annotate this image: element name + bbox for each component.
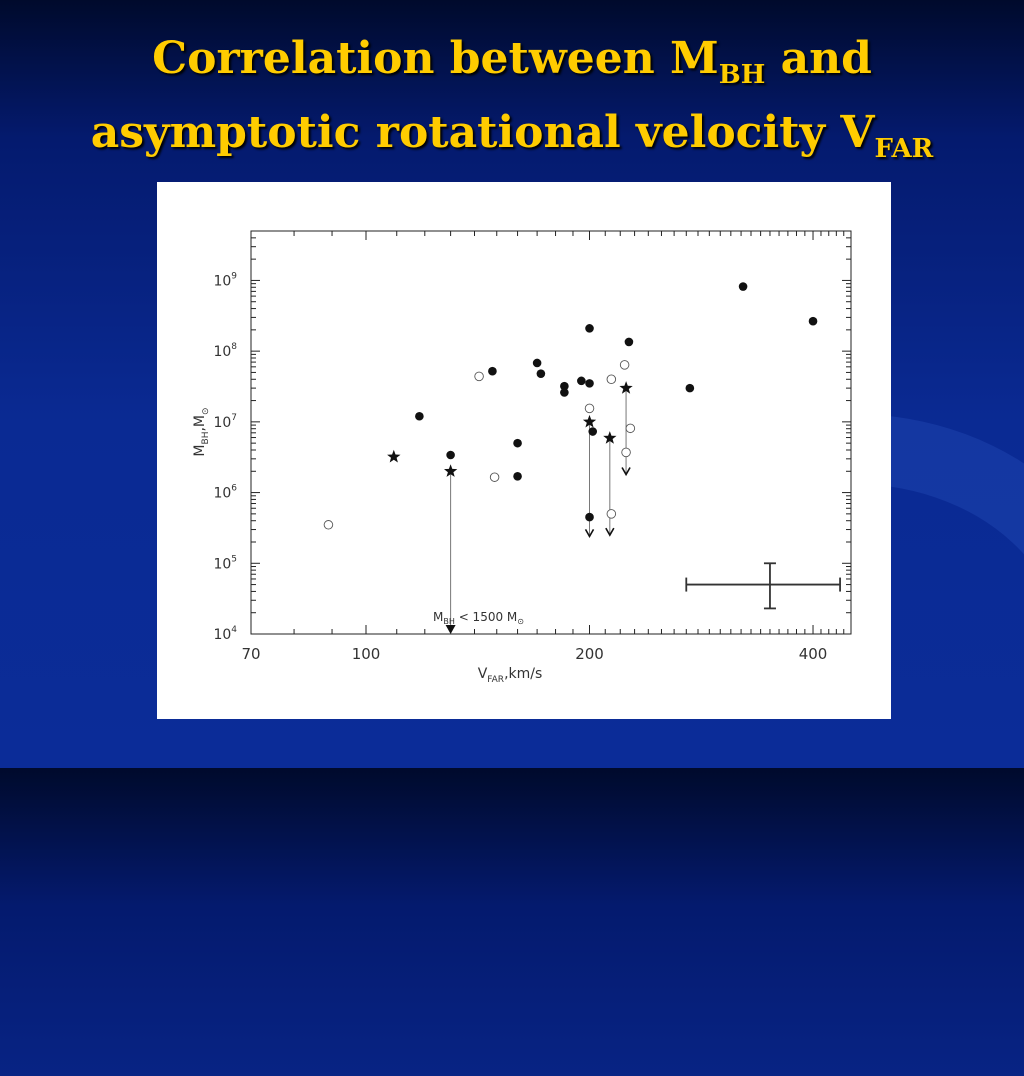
data-point-filled bbox=[488, 366, 497, 376]
limit-arrowhead bbox=[621, 467, 631, 477]
data-point-open bbox=[323, 520, 334, 530]
title-subscript: BH bbox=[718, 60, 766, 90]
y-tick-label: 106 bbox=[213, 484, 237, 502]
data-point-filled bbox=[560, 381, 569, 391]
scatter-chart: 70 100 200 400 104 105 106 107 108 109 MBH < 150… bbox=[192, 230, 852, 685]
limit-arrowhead bbox=[445, 625, 456, 634]
data-point-open bbox=[489, 472, 500, 482]
data-point-open bbox=[474, 371, 484, 382]
data-point-star bbox=[603, 431, 617, 444]
title-line-1: Correlation between MBH and bbox=[0, 30, 1024, 104]
data-point-open bbox=[584, 403, 595, 414]
x-tick-label: 70 bbox=[241, 645, 260, 663]
data-point-open bbox=[606, 374, 617, 385]
data-point-filled bbox=[588, 427, 598, 436]
data-point-open bbox=[619, 360, 630, 370]
data-point-filled bbox=[577, 376, 586, 386]
data-point-open bbox=[606, 509, 617, 519]
x-tick-label: 400 bbox=[799, 645, 828, 663]
data-point-filled bbox=[808, 316, 818, 326]
data-point-filled bbox=[536, 369, 546, 378]
y-tick-label: 104 bbox=[213, 625, 237, 643]
slide-title: Correlation between MBH and asymptotic r… bbox=[0, 30, 1024, 178]
title-text: and bbox=[765, 33, 872, 84]
data-point-filled bbox=[560, 388, 569, 397]
y-axis-label: MBH,M⊙ bbox=[192, 407, 211, 456]
data-point-open bbox=[625, 423, 636, 434]
data-point-star bbox=[619, 381, 633, 394]
y-tick-labels: 104 105 106 107 108 109 bbox=[213, 271, 237, 643]
title-subscript: FAR bbox=[874, 134, 934, 164]
y-tick-label: 105 bbox=[213, 554, 237, 572]
error-bar bbox=[685, 562, 841, 610]
data-point-filled bbox=[738, 282, 748, 291]
title-text: asymptotic rotational velocity V bbox=[90, 107, 875, 158]
chart-panel: 70 100 200 400 104 105 106 107 108 109 MBH < 150… bbox=[157, 182, 891, 719]
data-point-filled bbox=[585, 512, 594, 522]
data-point-filled bbox=[685, 383, 695, 393]
data-point-filled bbox=[585, 324, 594, 333]
x-axis-label: VFAR,km/s bbox=[478, 666, 543, 685]
data-point-filled bbox=[513, 471, 522, 481]
title-text: Correlation between M bbox=[152, 33, 719, 84]
x-tick-label: 100 bbox=[352, 645, 381, 663]
data-point-filled bbox=[513, 438, 522, 448]
upper-limit-lines bbox=[445, 388, 631, 634]
plot-frame bbox=[250, 230, 852, 635]
limit-arrowhead bbox=[584, 529, 595, 539]
data-point-filled bbox=[446, 450, 455, 460]
data-point-star bbox=[582, 414, 597, 428]
data-point-star bbox=[444, 464, 458, 477]
minor-ticks bbox=[250, 230, 851, 635]
data-point-filled bbox=[532, 358, 542, 368]
data-point-filled bbox=[585, 379, 594, 388]
data-point-open bbox=[621, 447, 631, 458]
x-tick-label: 200 bbox=[575, 645, 604, 663]
data-markers bbox=[323, 282, 818, 530]
data-point-filled bbox=[415, 411, 424, 421]
limit-arrowhead bbox=[605, 527, 615, 537]
title-line-2: asymptotic rotational velocity VFAR bbox=[0, 104, 1024, 178]
upper-limit-annotation: MBH < 1500 M⊙ bbox=[433, 610, 524, 626]
data-point-star bbox=[387, 449, 401, 463]
x-tick-labels: 70 100 200 400 bbox=[241, 645, 827, 663]
y-tick-label: 107 bbox=[213, 413, 237, 431]
y-tick-label: 109 bbox=[213, 271, 237, 289]
data-point-filled bbox=[624, 337, 634, 347]
y-tick-label: 108 bbox=[213, 342, 237, 360]
